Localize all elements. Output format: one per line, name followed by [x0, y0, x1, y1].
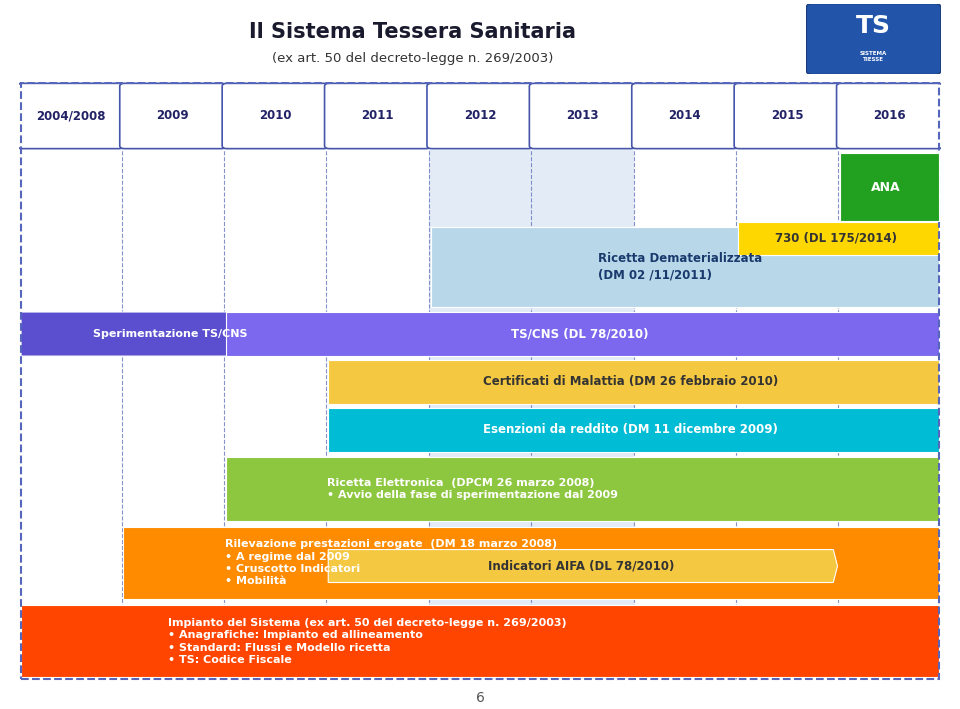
Polygon shape	[124, 527, 939, 599]
Text: 2015: 2015	[771, 109, 804, 123]
Polygon shape	[226, 457, 939, 521]
Text: 2011: 2011	[361, 109, 394, 123]
Text: SISTEMA
TIESSE: SISTEMA TIESSE	[860, 51, 887, 62]
Polygon shape	[21, 312, 325, 356]
Text: 2016: 2016	[874, 109, 906, 123]
Text: Impianto del Sistema (ex art. 50 del decreto-legge n. 269/2003)
• Anagrafiche: I: Impianto del Sistema (ex art. 50 del dec…	[169, 618, 567, 665]
Polygon shape	[738, 222, 939, 255]
Text: ANA: ANA	[871, 181, 900, 194]
FancyBboxPatch shape	[324, 84, 431, 149]
Text: Indicatori AIFA (DL 78/2010): Indicatori AIFA (DL 78/2010)	[488, 559, 674, 573]
Polygon shape	[328, 360, 939, 404]
FancyBboxPatch shape	[529, 84, 636, 149]
Text: Rilevazione prestazioni erogate  (DM 18 marzo 2008)
• A regime dal 2009
• Crusco: Rilevazione prestazioni erogate (DM 18 m…	[225, 540, 557, 586]
Text: Ricetta Dematerializzata
(DM 02 /11/2011): Ricetta Dematerializzata (DM 02 /11/2011…	[598, 252, 762, 281]
Text: TS/CNS (DL 78/2010): TS/CNS (DL 78/2010)	[511, 328, 648, 340]
Polygon shape	[328, 549, 837, 583]
Polygon shape	[840, 153, 939, 220]
Text: 2012: 2012	[464, 109, 496, 123]
Text: 730 (DL 175/2014): 730 (DL 175/2014)	[776, 232, 898, 245]
FancyBboxPatch shape	[806, 4, 941, 74]
Polygon shape	[21, 605, 939, 678]
FancyBboxPatch shape	[734, 84, 840, 149]
Text: 2009: 2009	[156, 109, 189, 123]
Polygon shape	[328, 408, 939, 452]
Text: Ricetta Elettronica  (DPCM 26 marzo 2008)
• Avvio della fase di sperimentazione : Ricetta Elettronica (DPCM 26 marzo 2008)…	[327, 478, 618, 500]
FancyBboxPatch shape	[427, 84, 533, 149]
FancyBboxPatch shape	[836, 84, 943, 149]
Text: Certificati di Malattia (DM 26 febbraio 2010): Certificati di Malattia (DM 26 febbraio …	[483, 376, 779, 389]
Text: 2004/2008: 2004/2008	[36, 109, 106, 123]
FancyBboxPatch shape	[222, 84, 328, 149]
Text: Sperimentazione TS/CNS: Sperimentazione TS/CNS	[93, 329, 248, 339]
Text: Esenzioni da reddito (DM 11 dicembre 2009): Esenzioni da reddito (DM 11 dicembre 200…	[484, 423, 779, 436]
FancyBboxPatch shape	[120, 84, 226, 149]
FancyBboxPatch shape	[17, 84, 124, 149]
Text: 2010: 2010	[259, 109, 292, 123]
Bar	[429, 150, 531, 679]
Text: 2014: 2014	[668, 109, 701, 123]
FancyBboxPatch shape	[632, 84, 738, 149]
Text: TS: TS	[856, 14, 891, 38]
Text: 2013: 2013	[566, 109, 599, 123]
Text: (ex art. 50 del decreto-legge n. 269/2003): (ex art. 50 del decreto-legge n. 269/200…	[272, 52, 554, 65]
Text: 6: 6	[475, 691, 485, 705]
Polygon shape	[226, 312, 939, 356]
Bar	[531, 150, 634, 679]
Text: Il Sistema Tessera Sanitaria: Il Sistema Tessera Sanitaria	[250, 22, 576, 42]
Polygon shape	[431, 227, 939, 306]
